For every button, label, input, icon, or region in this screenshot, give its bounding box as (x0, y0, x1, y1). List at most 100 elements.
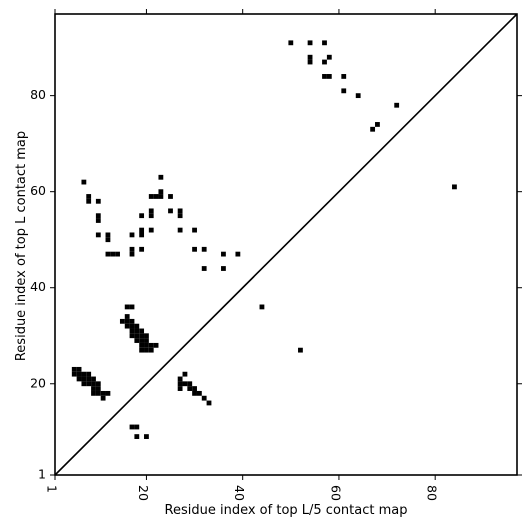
contact-point (139, 227, 145, 233)
contact-point (86, 376, 92, 382)
contact-point (81, 179, 87, 185)
x-tick-label: 80 (425, 485, 440, 501)
contact-point (196, 390, 202, 396)
contact-point (187, 386, 193, 391)
contact-point (129, 251, 135, 257)
contact-point (95, 213, 101, 219)
x-tick-label: 40 (232, 485, 247, 501)
contact-point (370, 126, 376, 132)
contact-point (86, 381, 92, 387)
contact-point (134, 328, 140, 334)
contact-point (144, 434, 149, 439)
contact-point (307, 54, 313, 60)
contact-point (129, 232, 135, 238)
contact-point (201, 395, 207, 401)
contact-point (158, 194, 164, 199)
y-tick-label: 20 (30, 375, 46, 390)
contact-point (76, 376, 82, 382)
contact-point (100, 390, 106, 396)
contact-point (95, 218, 101, 223)
contact-point (129, 318, 135, 324)
contact-point (95, 198, 101, 204)
contact-point (124, 318, 130, 324)
contact-point (148, 347, 154, 353)
contact-point (91, 390, 96, 396)
contact-point (201, 266, 207, 271)
contact-point (192, 227, 197, 233)
contact-point (307, 40, 313, 46)
contact-point (95, 390, 101, 396)
contact-point (158, 189, 164, 195)
contact-point (322, 74, 327, 79)
contact-point (110, 251, 116, 257)
x-axis: 1 20 40 60 80 (45, 9, 440, 501)
contact-point (95, 386, 101, 391)
contact-point (76, 371, 82, 377)
contact-point (326, 74, 332, 79)
contact-point (91, 386, 96, 391)
contact-point (134, 434, 140, 439)
contact-point (182, 381, 188, 387)
contact-point (105, 390, 111, 396)
contact-point (81, 376, 87, 382)
contact-point (105, 251, 111, 257)
contact-point (298, 347, 303, 353)
contact-point (139, 232, 145, 238)
contact-point (158, 174, 164, 180)
x-tick-label: 60 (328, 485, 343, 501)
contact-point (129, 424, 135, 430)
contact-point (288, 40, 294, 46)
contact-point (86, 194, 92, 199)
diagonal-line (54, 13, 518, 476)
contact-point (134, 333, 140, 339)
contact-point (206, 400, 212, 406)
contact-point (192, 386, 197, 391)
contact-point (81, 381, 87, 387)
contact-point (187, 381, 193, 387)
contact-point (394, 102, 400, 108)
contact-point (177, 381, 183, 387)
contact-point (148, 208, 154, 214)
contact-point (129, 304, 135, 310)
contact-point (86, 198, 92, 204)
contact-point (168, 208, 173, 214)
contact-point (259, 304, 265, 310)
contact-point (235, 251, 241, 257)
contact-point (95, 381, 101, 387)
contact-point (375, 122, 380, 127)
contact-point (177, 376, 183, 382)
contact-point (144, 333, 149, 339)
y-tick-label: 60 (30, 183, 46, 198)
contact-point (168, 194, 173, 199)
contact-point (100, 395, 106, 401)
contact-point (105, 237, 111, 243)
contact-point (129, 328, 135, 334)
y-tick-label: 80 (30, 87, 46, 102)
contact-point (76, 366, 82, 372)
contact-point (86, 371, 92, 377)
contact-point (326, 54, 332, 60)
y-tick-label: 40 (30, 279, 46, 294)
contact-point (144, 347, 149, 353)
contact-point (139, 338, 145, 343)
contact-point (192, 390, 197, 396)
contact-point (177, 386, 183, 391)
contact-point (144, 338, 149, 343)
contact-point (129, 246, 135, 252)
contact-point (182, 371, 188, 377)
x-axis-label: Residue index of top L/5 contact map (165, 503, 408, 518)
contact-point (177, 208, 183, 214)
contact-point (307, 59, 313, 65)
contact-point (139, 246, 145, 252)
contact-point (115, 251, 120, 257)
contact-point (129, 323, 135, 329)
contact-point (139, 342, 145, 348)
contact-point (341, 74, 347, 79)
contact-point (341, 88, 347, 94)
contact-point (148, 227, 154, 233)
contact-point (139, 328, 145, 334)
contact-point (322, 40, 327, 46)
x-tick-label: 1 (45, 485, 60, 493)
contact-point (134, 323, 140, 329)
